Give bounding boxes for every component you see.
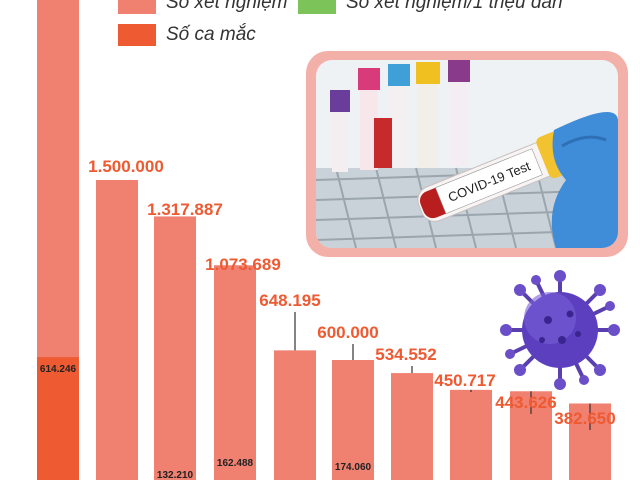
covid-test-photo: COVID-19 Test [306,51,628,257]
case-value-label: 174.060 [335,462,372,473]
virus-icon [500,270,620,390]
bar-value-label: 382.650 [554,409,615,428]
bar-value-label: 1.500.000 [88,157,164,176]
bar-cases [37,357,79,480]
legend-cases: Số ca mắc [118,24,256,46]
bar-value-label: 600.000 [317,323,378,342]
covid-test-tube: COVID-19 Test [417,126,585,222]
legend-swatch-tests-per-million [298,0,336,14]
case-value-label: 132.210 [157,470,194,480]
legend-tests: Số xét nghiệm [118,0,287,14]
bar-tests [154,216,196,480]
bar-value-label: 443.626 [495,393,556,412]
bar-value-label: 648.195 [259,291,320,310]
legend-label-tests: Số xét nghiệm [166,0,288,13]
case-value-label: 162.488 [217,458,254,469]
bar-value-label: 534.552 [375,345,436,364]
legend-swatch-tests [118,0,156,14]
legend-tests-per-million: Số xét nghiệm/1 triệu dân [298,0,563,14]
bar-tests [274,350,316,480]
bar-value-label: 1.317.887 [147,200,223,219]
bar-tests [450,389,492,480]
bar-tests [391,373,433,480]
bar-tests [96,180,138,480]
bar-value-label: 450.717 [434,371,495,390]
bar-tests [214,265,256,480]
bar-value-label: 1.073.689 [205,255,281,274]
case-value-label: 614.246 [40,364,77,375]
legend-label-cases: Số ca mắc [166,24,256,45]
sample-tubes [330,60,470,172]
bar-tests [332,360,374,480]
legend-swatch-cases [118,24,156,46]
legend-label-tests-per-million: Số xét nghiệm/1 triệu dân [346,0,563,13]
gloved-hand [551,112,618,248]
